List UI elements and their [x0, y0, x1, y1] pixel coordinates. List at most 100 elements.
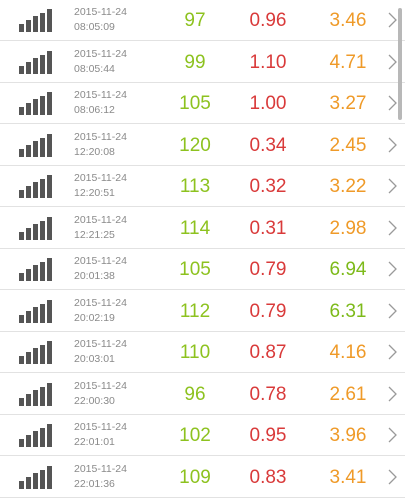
row-date: 2015-11-24 — [74, 255, 127, 267]
value-3: 3.46 — [329, 10, 367, 31]
signal-bars-icon — [19, 216, 55, 240]
signal-bars-icon — [19, 382, 55, 406]
signal-bars-icon — [19, 465, 55, 489]
value-2: 0.95 — [249, 425, 287, 446]
value-1: 113 — [179, 176, 211, 197]
value-2: 0.79 — [249, 300, 287, 322]
scrollbar[interactable] — [398, 8, 402, 120]
row-time: 20:03:01 — [74, 353, 115, 365]
value-3: 2.61 — [329, 383, 367, 405]
row-time: 12:20:08 — [74, 145, 115, 158]
list-item[interactable]: 2015-11-24 20:03:01 110 0.87 4.16 — [0, 332, 405, 373]
value-1: 97 — [184, 10, 206, 31]
value-3: 2.45 — [329, 134, 367, 156]
row-time: 08:05:44 — [74, 62, 115, 75]
signal-bars-icon — [19, 424, 55, 447]
value-3: 4.16 — [329, 342, 367, 363]
list-item[interactable]: 2015-11-24 20:01:38 105 0.79 6.94 — [0, 249, 405, 290]
value-1: 102 — [179, 425, 211, 446]
value-1: 105 — [179, 259, 211, 280]
chevron-right-icon[interactable] — [386, 344, 398, 360]
chevron-right-icon[interactable] — [386, 261, 398, 277]
row-date: 2015-11-24 — [74, 89, 127, 101]
signal-bars-icon — [19, 133, 55, 157]
chevron-right-icon[interactable] — [386, 427, 398, 443]
row-date: 2015-11-24 — [74, 130, 127, 143]
timestamp: 2015-11-24 22:01:36 — [74, 462, 127, 492]
row-time: 22:01:01 — [74, 436, 115, 448]
timestamp: 2015-11-24 08:05:44 — [74, 47, 127, 77]
row-time: 22:00:30 — [74, 394, 115, 407]
signal-bars-icon — [19, 299, 55, 323]
row-date: 2015-11-24 — [74, 296, 127, 309]
value-1: 109 — [179, 466, 211, 488]
list-item[interactable]: 2015-11-24 20:02:19 112 0.79 6.31 — [0, 291, 405, 332]
value-1: 120 — [179, 134, 211, 156]
list-item[interactable]: 2015-11-24 12:20:08 120 0.34 2.45 — [0, 125, 405, 166]
signal-bars-icon — [19, 50, 55, 74]
row-date: 2015-11-24 — [74, 421, 127, 433]
row-time: 12:21:25 — [74, 228, 115, 241]
timestamp: 2015-11-24 12:21:25 — [74, 213, 127, 243]
value-1: 96 — [184, 383, 206, 405]
row-time: 20:02:19 — [74, 311, 115, 324]
value-1: 110 — [179, 342, 211, 363]
value-2: 0.31 — [249, 217, 287, 239]
value-2: 0.83 — [249, 466, 287, 488]
value-2: 0.79 — [249, 259, 287, 280]
timestamp: 2015-11-24 12:20:51 — [74, 171, 127, 201]
list-item[interactable]: 2015-11-24 12:20:51 113 0.32 3.22 — [0, 166, 405, 207]
timestamp: 2015-11-24 22:00:30 — [74, 379, 127, 409]
list-item[interactable]: 2015-11-24 22:00:30 96 0.78 2.61 — [0, 374, 405, 415]
row-date: 2015-11-24 — [74, 6, 127, 18]
row-time: 08:05:09 — [74, 21, 115, 33]
signal-bars-icon — [19, 92, 55, 115]
chevron-right-icon[interactable] — [386, 469, 398, 485]
value-3: 2.98 — [329, 217, 367, 239]
chevron-right-icon[interactable] — [386, 386, 398, 402]
list-item[interactable]: 2015-11-24 22:01:01 102 0.95 3.96 — [0, 415, 405, 456]
value-3: 6.94 — [329, 259, 367, 280]
timestamp: 2015-11-24 08:06:12 — [74, 88, 127, 118]
row-time: 20:01:38 — [74, 270, 115, 282]
chevron-right-icon[interactable] — [386, 54, 398, 70]
value-1: 114 — [179, 217, 211, 239]
list-item[interactable]: 2015-11-24 08:05:44 99 1.10 4.71 — [0, 42, 405, 83]
value-2: 1.00 — [249, 93, 287, 114]
value-2: 1.10 — [249, 51, 287, 73]
value-3: 6.31 — [329, 300, 367, 322]
value-2: 0.78 — [249, 383, 287, 405]
signal-bars-icon — [19, 341, 55, 364]
signal-bars-icon — [19, 9, 55, 32]
timestamp: 2015-11-24 12:20:08 — [74, 130, 127, 160]
signal-bars-icon — [19, 258, 55, 281]
chevron-right-icon[interactable] — [386, 220, 398, 236]
row-date: 2015-11-24 — [74, 462, 127, 475]
value-1: 112 — [179, 300, 211, 322]
list-item[interactable]: 2015-11-24 12:21:25 114 0.31 2.98 — [0, 208, 405, 249]
value-1: 105 — [179, 93, 211, 114]
chevron-right-icon[interactable] — [386, 12, 398, 28]
row-time: 12:20:51 — [74, 187, 115, 199]
value-3: 3.96 — [329, 425, 367, 446]
value-1: 99 — [184, 51, 206, 73]
value-2: 0.32 — [249, 176, 287, 197]
chevron-right-icon[interactable] — [386, 95, 398, 111]
list-item[interactable]: 2015-11-24 22:01:36 109 0.83 3.41 — [0, 457, 405, 498]
value-3: 3.41 — [329, 466, 367, 488]
row-date: 2015-11-24 — [74, 47, 127, 60]
value-3: 3.27 — [329, 93, 367, 114]
chevron-right-icon[interactable] — [386, 178, 398, 194]
chevron-right-icon[interactable] — [386, 137, 398, 153]
timestamp: 2015-11-24 20:02:19 — [74, 296, 127, 326]
value-3: 4.71 — [329, 51, 367, 73]
timestamp: 2015-11-24 20:03:01 — [74, 337, 127, 367]
value-2: 0.87 — [249, 342, 287, 363]
value-2: 0.34 — [249, 134, 287, 156]
list-item[interactable]: 2015-11-24 08:05:09 97 0.96 3.46 — [0, 0, 405, 41]
row-date: 2015-11-24 — [74, 172, 127, 184]
row-time: 08:06:12 — [74, 104, 115, 116]
list-item[interactable]: 2015-11-24 08:06:12 105 1.00 3.27 — [0, 83, 405, 124]
chevron-right-icon[interactable] — [386, 303, 398, 319]
